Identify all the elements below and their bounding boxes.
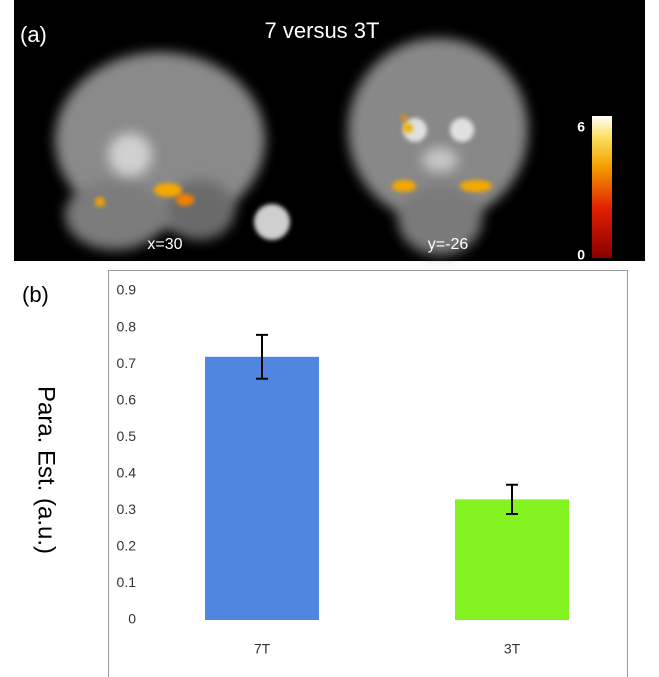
y-tick-label: 0.7 [117,355,137,371]
y-axis-label: Para. Est. (a.u.) [33,386,60,554]
x-tick-label: 3T [504,641,521,657]
colorbar [592,116,612,258]
y-tick-label: 0.3 [117,501,137,517]
figure: (a) 7 versus 3T x=30 y=-26 (b) Para. Est… [0,0,659,677]
y-tick-label: 0.2 [117,538,137,554]
slice-label: y=-26 [428,236,469,253]
y-tick-label: 0.1 [117,574,137,590]
bar [205,357,319,620]
y-tick-label: 0.6 [117,391,137,407]
y-tick-label: 0.4 [117,464,137,480]
y-tick-label: 0.5 [117,428,137,444]
colorbar-tick-label: 0 [577,247,585,263]
colorbar-tick-label: 6 [577,119,585,135]
panel-label: (b) [22,282,49,307]
y-tick-label: 0.9 [117,282,137,298]
bar [455,499,569,620]
panel-label: (a) [20,22,47,47]
y-tick-label: 0.8 [117,318,137,334]
x-tick-label: 7T [254,641,271,657]
y-tick-label: 0 [128,611,136,627]
image-title: 7 versus 3T [265,18,380,43]
slice-label: x=30 [147,236,182,253]
